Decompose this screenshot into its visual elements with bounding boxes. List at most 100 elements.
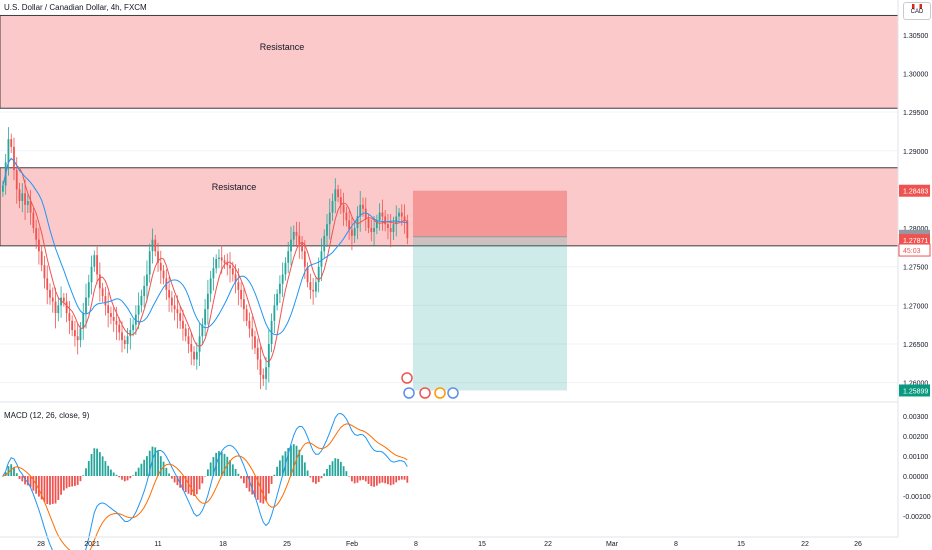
macd-histogram-bar: [157, 451, 159, 476]
macd-histogram-bar: [323, 473, 326, 476]
candle: [54, 301, 57, 314]
candle: [309, 282, 312, 290]
macd-histogram-bar: [387, 476, 389, 485]
candle: [209, 278, 212, 294]
macd-histogram-bar: [60, 476, 62, 495]
macd-histogram-bar: [184, 476, 187, 493]
price-tick-label: 1.26000: [903, 381, 928, 388]
macd-histogram-bar: [262, 476, 265, 504]
symbol-title[interactable]: U.S. Dollar / Canadian Dollar, 4h, FXCM: [4, 3, 147, 12]
macd-histogram-bar: [29, 476, 32, 488]
macd-histogram-bar: [251, 476, 254, 495]
price-tag: [899, 234, 930, 247]
candle: [342, 204, 345, 213]
candle: [132, 324, 134, 331]
macd-axis[interactable]: 0.00300 0.00200 0.00100 0.00000 -0.00100 -0.0…: [903, 414, 931, 521]
candle: [240, 289, 243, 300]
price-tick-label: 1.26500: [903, 342, 928, 349]
macd-histogram-bar: [279, 460, 281, 476]
candle: [389, 228, 392, 232]
economic-event-markers[interactable]: [401, 372, 459, 399]
candle: [215, 258, 218, 269]
candle: [176, 309, 179, 314]
macd-histogram-bar: [303, 462, 306, 476]
time-tick-label: 22: [544, 541, 552, 548]
macd-histogram-bar: [267, 476, 270, 494]
macd-histogram-bar: [395, 476, 398, 483]
macd-histogram-bar: [381, 476, 384, 483]
candle: [276, 293, 279, 306]
time-tick-label: 22: [801, 541, 809, 548]
candle: [317, 266, 320, 283]
macd-histogram-bar: [110, 469, 112, 476]
candle: [154, 239, 157, 252]
candle: [353, 228, 356, 236]
resistance-zone-lower[interactable]: [0, 167, 899, 247]
macd-histogram-bar: [82, 475, 85, 476]
macd-histogram-bar: [126, 476, 129, 481]
currency-badge[interactable]: CAD: [903, 2, 931, 20]
price-tick-label: 1.27000: [903, 303, 928, 310]
candle: [51, 297, 54, 302]
candle: [345, 212, 348, 221]
short-position-tool[interactable]: [413, 190, 567, 391]
macd-histogram-bar: [154, 447, 157, 476]
candle: [98, 274, 101, 289]
macd-histogram-bar: [140, 463, 143, 476]
price-axis[interactable]: 1.30500 1.30000 1.29500 1.29000 1.28000 1.275…: [898, 33, 931, 397]
candle: [281, 274, 284, 284]
macd-histogram-bar: [168, 473, 170, 476]
macd-histogram-bar: [38, 476, 40, 497]
macd-indicator-label[interactable]: MACD (12, 26, close, 9): [4, 411, 90, 420]
macd-histogram-bar: [373, 476, 375, 487]
macd-histogram-bar: [389, 476, 392, 486]
macd-histogram-bar: [229, 460, 231, 476]
macd-histogram-bar: [32, 476, 35, 491]
macd-histogram-bar: [392, 476, 395, 485]
macd-histogram-bar: [345, 471, 348, 476]
macd-histogram-bar: [364, 476, 367, 482]
macd-histogram-bar: [362, 476, 364, 480]
event-marker-icon: [434, 387, 446, 399]
macd-histogram-bar: [71, 476, 74, 487]
macd-histogram-bar: [107, 465, 110, 476]
price-tag-label: 1.27871: [903, 238, 928, 245]
candle: [29, 201, 32, 213]
macd-histogram-bar: [7, 466, 10, 476]
candle: [146, 274, 148, 287]
macd-histogram-bar: [24, 476, 26, 485]
macd-histogram-bar: [398, 476, 400, 481]
price-tick-label: 1.29500: [903, 110, 928, 117]
candle: [13, 146, 15, 171]
candle: [351, 229, 353, 236]
fast-moving-average: [2, 157, 408, 363]
macd-histogram-bar: [159, 456, 162, 476]
time-axis[interactable]: 28 2021 11 18 25 Feb 8 15 22 Mar 8 15 22 26: [37, 541, 862, 548]
candle: [104, 296, 107, 306]
candle: [162, 270, 165, 279]
macd-histogram-bar: [334, 458, 337, 476]
candle: [248, 320, 251, 329]
macd-histogram-bar: [143, 459, 146, 476]
macd-histogram-bar: [301, 455, 303, 476]
candle: [57, 305, 60, 314]
candle: [337, 189, 339, 198]
macd-histogram-bar: [245, 476, 248, 488]
resistance-zone-upper[interactable]: [0, 14, 899, 109]
candle: [140, 296, 143, 306]
macd-histogram-bar: [43, 476, 46, 503]
macd-histogram-bar: [342, 466, 345, 476]
candle: [184, 328, 187, 337]
macd-histogram-bar: [287, 448, 290, 476]
macd-histogram-bar: [265, 476, 267, 501]
stop-loss-area: [413, 190, 567, 237]
candle: [43, 265, 46, 279]
candle: [226, 262, 229, 266]
candle: [10, 139, 13, 147]
macd-histogram-bar: [146, 456, 148, 476]
macd-histogram-bar: [242, 476, 245, 484]
candle: [378, 212, 381, 221]
signal-line: [2, 423, 408, 550]
macd-histogram-bar: [259, 476, 262, 503]
